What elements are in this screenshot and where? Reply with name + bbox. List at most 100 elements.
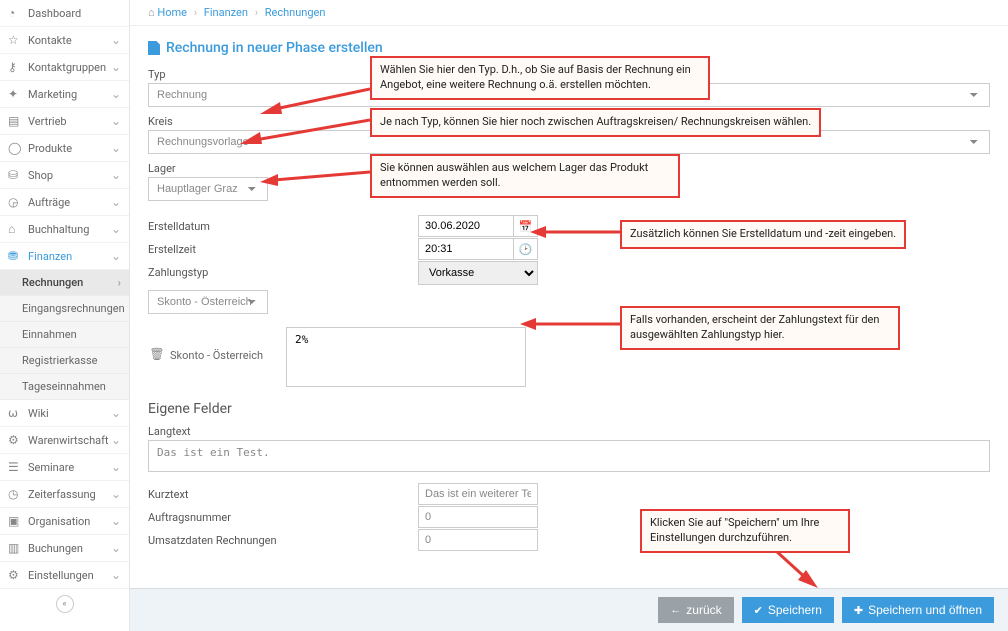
warenwirtschaft-icon: ⚙ xyxy=(8,433,22,447)
textarea-langtext[interactable]: Das ist ein Test. xyxy=(148,440,990,472)
arrow-kreis xyxy=(240,118,370,151)
sidebar-item-label: Organisation xyxy=(28,515,111,528)
input-erstelldatum[interactable] xyxy=(419,216,513,236)
label-zahlungstyp: Zahlungstyp xyxy=(148,261,418,285)
chevron-down-icon: ⌄ xyxy=(111,541,121,555)
label-umsatzdaten: Umsatzdaten Rechnungen xyxy=(148,529,418,552)
finanzen-icon: ⛃ xyxy=(8,249,22,263)
organisation-icon: ▣ xyxy=(8,514,22,528)
check-icon: ✔ xyxy=(754,604,763,617)
save-button[interactable]: ✔Speichern xyxy=(742,597,834,623)
back-button[interactable]: ←zurück xyxy=(658,597,733,623)
breadcrumb-home[interactable]: Home xyxy=(157,6,187,19)
sidebar-subitem-registrierkasse[interactable]: Registrierkasse xyxy=(0,348,129,374)
sidebar-subitem-eingangsrechnungen[interactable]: Eingangsrechnungen xyxy=(0,296,129,322)
page-title-text: Rechnung in neuer Phase erstellen xyxy=(166,40,383,56)
callout-speichern: Klicken Sie auf "Speichern" um Ihre Eins… xyxy=(640,509,850,553)
label-erstellzeit: Erstellzeit xyxy=(148,238,418,261)
sidebar-item-produkte[interactable]: ◯ Produkte⌄ xyxy=(0,135,129,162)
seminare-icon: ☰ xyxy=(8,460,22,474)
trash-icon[interactable]: 🗑 xyxy=(148,327,166,361)
sidebar-item-seminare[interactable]: ☰ Seminare⌄ xyxy=(0,454,129,481)
einstellungen-icon: ⚙ xyxy=(8,568,22,582)
chevron-down-icon: ⌄ xyxy=(111,406,121,420)
chevron-down-icon: ⌄ xyxy=(111,114,121,128)
sidebar-item-zeiterfassung[interactable]: ◷Zeiterfassung⌄ xyxy=(0,481,129,508)
kontaktgruppen-icon: ⚷ xyxy=(8,60,22,74)
sidebar-item-organisation[interactable]: ▣ Organisation⌄ xyxy=(0,508,129,535)
select-zahlungstyp[interactable]: Vorkasse xyxy=(418,261,538,285)
save-open-button[interactable]: ✚Speichern und öffnen xyxy=(842,597,994,623)
chevron-down-icon: ⌄ xyxy=(111,514,121,528)
sidebar-item-label: Shop xyxy=(28,169,111,182)
sidebar-subitem-tageseinnahmen[interactable]: Tageseinnahmen xyxy=(0,374,129,400)
sidebar-item-label: Dashboard xyxy=(28,7,121,20)
shop-icon: ⛁ xyxy=(8,168,22,182)
chevron-down-icon: ⌄ xyxy=(111,487,121,501)
chevron-down-icon: ⌄ xyxy=(111,433,121,447)
sidebar-item-kontaktgruppen[interactable]: ⚷Kontaktgruppen⌄ xyxy=(0,54,129,81)
sidebar-item-label: Produkte xyxy=(28,142,111,155)
save-open-button-label: Speichern und öffnen xyxy=(868,603,982,617)
chevron-down-icon: ⌄ xyxy=(111,460,121,474)
chevron-down-icon: ⌄ xyxy=(111,568,121,582)
produkte-icon: ◯ xyxy=(8,141,22,155)
sidebar-subitem-einnahmen[interactable]: Einnahmen xyxy=(0,322,129,348)
chevron-down-icon: ⌄ xyxy=(111,33,121,47)
callout-kreis: Je nach Typ, können Sie hier noch zwisch… xyxy=(370,108,821,137)
footer: ←zurück ✔Speichern ✚Speichern und öffnen xyxy=(130,588,1008,631)
sidebar-subitem-rechnungen[interactable]: Rechnungen xyxy=(0,270,129,296)
sidebar-item-marketing[interactable]: ✦Marketing⌄ xyxy=(0,81,129,108)
breadcrumb: ⌂ Home › Finanzen › Rechnungen xyxy=(130,0,1008,26)
breadcrumb-finanzen[interactable]: Finanzen xyxy=(204,6,248,19)
sidebar-item-label: Wiki xyxy=(28,407,111,420)
breadcrumb-sep-icon: › xyxy=(255,6,258,19)
chevron-down-icon: ⌄ xyxy=(111,168,121,182)
label-erstelldatum: Erstelldatum xyxy=(148,215,418,238)
arrow-zahlungstext xyxy=(520,316,620,335)
input-auftragsnummer[interactable] xyxy=(418,506,538,528)
sidebar-item-vertrieb[interactable]: ▤ Vertrieb⌄ xyxy=(0,108,129,135)
back-button-label: zurück xyxy=(686,603,721,617)
chevron-left-icon: « xyxy=(56,595,74,613)
chevron-down-icon: ⌄ xyxy=(111,87,121,101)
sidebar-item-dashboard[interactable]: ◔ Dashboard xyxy=(0,0,129,27)
breadcrumb-rechnungen[interactable]: Rechnungen xyxy=(265,6,326,19)
input-umsatzdaten[interactable] xyxy=(418,529,538,551)
sidebar-item-shop[interactable]: ⛁ Shop⌄ xyxy=(0,162,129,189)
label-langtext: Langtext xyxy=(148,425,990,438)
dashboard-icon: ◔ xyxy=(8,6,22,20)
input-erstellzeit[interactable] xyxy=(419,239,513,259)
marketing-icon: ✦ xyxy=(8,87,22,101)
input-kurztext[interactable] xyxy=(418,483,538,505)
textarea-skonto[interactable]: 2% xyxy=(286,327,526,387)
content: Rechnung in neuer Phase erstellen Typ Re… xyxy=(130,26,1008,631)
sidebar-item-buchungen[interactable]: ▥Buchungen⌄ xyxy=(0,535,129,562)
sidebar-item-wiki[interactable]: ⍵Wiki⌄ xyxy=(0,400,129,427)
callout-datum: Zusätzlich können Sie Erstelldatum und -… xyxy=(620,220,906,249)
sidebar-item-einstellungen[interactable]: ⚙Einstellungen⌄ xyxy=(0,562,129,589)
select-lager[interactable]: Hauptlager Graz xyxy=(148,177,268,201)
page-title: Rechnung in neuer Phase erstellen xyxy=(148,40,990,56)
sidebar-item-label: Buchhaltung xyxy=(28,223,111,236)
chevron-down-icon: ⌄ xyxy=(111,141,121,155)
sidebar-item-label: Kontaktgruppen xyxy=(28,61,111,74)
chevron-down-icon: ⌄ xyxy=(111,195,121,209)
zeiterfassung-icon: ◷ xyxy=(8,487,22,501)
sidebar-item-warenwirtschaft[interactable]: ⚙Warenwirtschaft⌄ xyxy=(0,427,129,454)
sidebar-item-kontakte[interactable]: ☆Kontakte⌄ xyxy=(0,27,129,54)
arrow-datum xyxy=(530,224,620,243)
sidebar-item-label: Seminare xyxy=(28,461,111,474)
chevron-down-icon: ⌄ xyxy=(111,222,121,236)
sidebar-item-auftraege[interactable]: ◶ Aufträge⌄ xyxy=(0,189,129,216)
callout-typ: Wählen Sie hier den Typ. D.h., ob Sie au… xyxy=(370,56,710,100)
auftraege-icon: ◶ xyxy=(8,195,22,209)
sidebar-collapse-button[interactable]: « xyxy=(0,589,129,619)
sidebar-item-label: Vertrieb xyxy=(28,115,111,128)
sidebar-item-buchhaltung[interactable]: ⌂Buchhaltung⌄ xyxy=(0,216,129,243)
vertrieb-icon: ▤ xyxy=(8,114,22,128)
sidebar-item-label: Aufträge xyxy=(28,196,111,209)
sidebar-item-finanzen[interactable]: ⛃Finanzen⌄ xyxy=(0,243,129,270)
buchungen-icon: ▥ xyxy=(8,541,22,555)
select-skonto[interactable]: Skonto - Österreich xyxy=(148,290,268,314)
